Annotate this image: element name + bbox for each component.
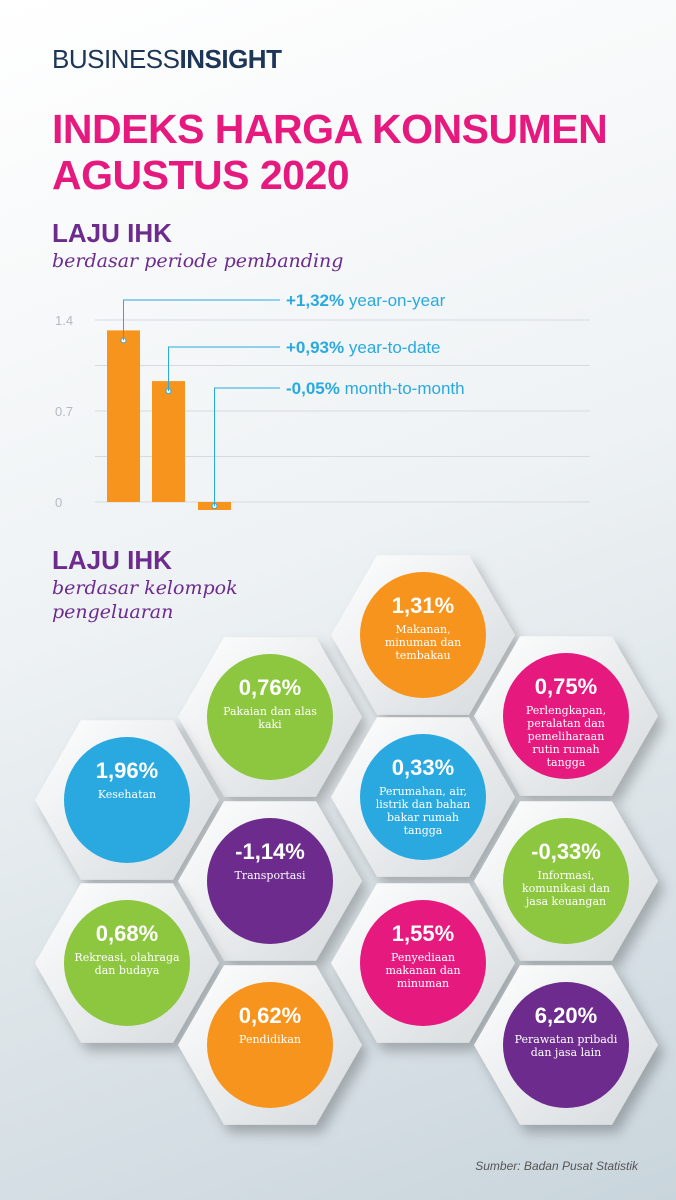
group-value: 0,62% [238, 1003, 302, 1028]
group-label: Pendidikan [239, 1033, 301, 1046]
group-label: Informasi, komunikasi dan jasa keuangan [522, 869, 610, 908]
brand-logo: BUSINESSINSIGHT [52, 44, 282, 75]
group-label: Transportasi [234, 869, 306, 882]
y-tick-label: 0.7 [55, 404, 73, 419]
group-item: 6,20% Perawatan pribadi dan jasa lain [501, 1003, 631, 1059]
hex-circle [207, 982, 333, 1108]
group-item: -1,14% Transportasi [205, 839, 335, 882]
group-value: 0,33% [391, 755, 455, 780]
bar-label-value: +1,32% [286, 291, 349, 310]
bar-chart: 1.4 0.7 0 +1,32% year-on-year +0,93% year-to… [55, 291, 590, 510]
group-value: -1,14% [235, 839, 305, 864]
group-label: Rekreasi, olahraga dan budaya [74, 951, 180, 977]
group-value: 6,20% [534, 1003, 598, 1028]
hex-circle [64, 737, 190, 863]
bar [107, 330, 140, 502]
y-tick-label: 1.4 [55, 313, 73, 328]
hex-circle [503, 653, 629, 779]
group-label: Perumahan, air, listrik dan bahan bakar … [375, 785, 471, 837]
section2-title: LAJU IHK [52, 545, 172, 575]
bar [152, 381, 185, 502]
group-item: 0,75% Perlengkapan, peralatan dan pemelih… [501, 674, 631, 769]
group-value: 1,55% [391, 921, 455, 946]
hex-circle [360, 900, 486, 1026]
section1-title: LAJU IHK [52, 218, 172, 248]
group-item: 1,96% Kesehatan [62, 758, 192, 801]
group-value: -0,33% [531, 839, 601, 864]
y-tick-label: 0 [55, 495, 62, 510]
brand-part2: INSIGHT [179, 44, 282, 74]
bar-label: +0,93% year-to-date [286, 338, 441, 357]
group-item: 0,76% Pakaian dan alas kaki [205, 675, 335, 731]
leader-line [214, 387, 280, 506]
leader-line [123, 299, 280, 341]
bar-label: +1,32% year-on-year [286, 291, 446, 310]
hex-circle [360, 572, 486, 698]
group-item: 0,33% Perumahan, air, listrik dan bahan b… [358, 755, 488, 837]
leader-line [168, 346, 280, 392]
group-item: 1,31% Makanan, minuman dan tembakau [358, 593, 488, 662]
brand-part1: BUSINESS [52, 44, 180, 74]
bar-label-value: -0,05% [286, 379, 345, 398]
group-value: 0,68% [95, 921, 159, 946]
group-label: Pakaian dan alas kaki [223, 705, 317, 731]
group-value: 0,76% [238, 675, 302, 700]
group-label: Perlengkapan, peralatan dan pemeliharaan… [525, 704, 607, 769]
group-item: -0,33% Informasi, komunikasi dan jasa keu… [501, 839, 631, 908]
bar-label-text: month-to-month [345, 379, 465, 398]
group-value: 1,96% [95, 758, 159, 783]
hex-circle [64, 900, 190, 1026]
bar-label-text: year-to-date [349, 338, 441, 357]
bar-label-text: year-on-year [349, 291, 446, 310]
section2-subtitle: berdasar kelompok pengeluaran [52, 577, 238, 623]
hex-circle [360, 734, 486, 860]
page-title: INDEKS HARGA KONSUMEN AGUSTUS 2020 [52, 106, 608, 198]
group-label: Makanan, minuman dan tembakau [384, 623, 462, 662]
group-value: 1,31% [391, 593, 455, 618]
hex-circle [207, 818, 333, 944]
hex-circle [503, 818, 629, 944]
bar-label-value: +0,93% [286, 338, 349, 357]
bar-label: -0,05% month-to-month [286, 379, 465, 398]
hex-circle [503, 982, 629, 1108]
section1-subtitle: berdasar periode pembanding [52, 250, 344, 272]
hex-circle [207, 654, 333, 780]
group-item: 0,62% Pendidikan [205, 1003, 335, 1046]
source-note: Sumber: Badan Pusat Statistik [475, 1159, 638, 1173]
group-label: Kesehatan [97, 788, 157, 801]
group-label: Perawatan pribadi dan jasa lain [514, 1033, 618, 1059]
group-label: Penyediaan makanan dan minuman [385, 951, 461, 990]
group-value: 0,75% [534, 674, 598, 699]
group-item: 1,55% Penyediaan makanan dan minuman [358, 921, 488, 990]
group-item: 0,68% Rekreasi, olahraga dan budaya [62, 921, 192, 977]
